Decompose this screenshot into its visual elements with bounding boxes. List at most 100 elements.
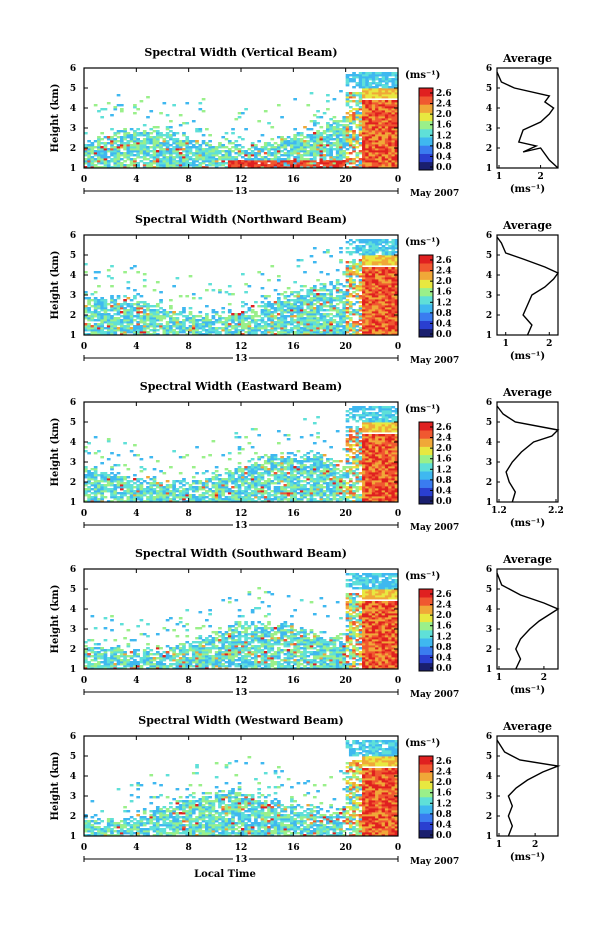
heatmap-cell	[120, 152, 124, 154]
heatmap-cell	[323, 313, 327, 315]
heatmap-cell	[146, 476, 150, 478]
heatmap-cell	[149, 329, 153, 331]
heatmap-cell	[254, 428, 258, 430]
average-y-tick-label: 3	[486, 291, 492, 301]
heatmap-cell	[234, 432, 238, 434]
heatmap-cell	[140, 470, 144, 472]
heatmap-cell	[270, 490, 274, 492]
heatmap-cell	[352, 303, 356, 305]
heatmap-cell	[297, 498, 301, 500]
heatmap-cell	[274, 462, 278, 464]
heatmap-cell	[359, 239, 363, 241]
heatmap-cell	[320, 484, 324, 486]
heatmap-cell	[287, 140, 291, 142]
heatmap-cell	[107, 148, 111, 150]
heatmap-cell	[248, 442, 252, 444]
colorbar-tick-label: 2.6	[436, 89, 452, 99]
heatmap-cell	[303, 458, 307, 460]
heatmap-cell	[97, 110, 101, 112]
heatmap-cell	[355, 164, 359, 166]
heatmap-cell	[198, 315, 202, 317]
heatmap-cell	[352, 309, 356, 311]
heatmap-cell	[172, 132, 176, 134]
heatmap-cell	[182, 132, 186, 134]
heatmap-cell	[136, 138, 140, 140]
heatmap-cell	[169, 311, 173, 313]
heatmap-cell	[264, 496, 268, 498]
colorbar-tick-label: 2.4	[436, 267, 452, 277]
heatmap-cell	[313, 422, 317, 424]
heatmap-cell	[241, 490, 245, 492]
heatmap-cell	[277, 156, 281, 158]
heatmap-cell	[182, 484, 186, 486]
heatmap-cell	[349, 100, 353, 102]
heatmap-cell	[120, 311, 124, 313]
heatmap-cell	[182, 478, 186, 480]
heatmap-cell	[329, 498, 333, 500]
heatmap-cell	[110, 476, 114, 478]
heatmap-cell	[179, 486, 183, 488]
heatmap-cell	[133, 289, 137, 291]
colorbar-swatch	[419, 255, 433, 264]
heatmap-cell	[355, 293, 359, 295]
heatmap-cell	[133, 325, 137, 327]
heatmap-cell	[333, 297, 337, 299]
heatmap-cell	[372, 86, 376, 88]
heatmap-cell	[153, 305, 157, 307]
heatmap-cell	[326, 458, 330, 460]
heatmap-cell	[323, 490, 327, 492]
heatmap-cell	[290, 160, 294, 162]
heatmap-cell	[349, 293, 353, 295]
heatmap-cell	[130, 327, 134, 329]
heatmap-cell	[110, 277, 114, 279]
heatmap-cell	[365, 100, 369, 102]
heatmap-cell	[313, 293, 317, 295]
heatmap-cell	[228, 140, 232, 142]
heatmap-cell	[254, 452, 258, 454]
heatmap-cell	[277, 293, 281, 295]
x-tick-label: 20	[339, 342, 352, 352]
heatmap-cell	[303, 126, 307, 128]
heatmap-cell	[94, 104, 98, 106]
heatmap-cell	[189, 494, 193, 496]
heatmap-cell	[251, 498, 255, 500]
heatmap-cell	[355, 263, 359, 265]
average-y-tick-label: 6	[486, 231, 492, 241]
heatmap-cell	[375, 82, 379, 84]
colorbar-swatch	[419, 296, 433, 305]
heatmap-cell	[359, 138, 363, 140]
heatmap-cell	[156, 281, 160, 283]
heatmap-cell	[388, 241, 392, 243]
heatmap-cell	[352, 92, 356, 94]
heatmap-cell	[241, 301, 245, 303]
heatmap-cell	[127, 287, 131, 289]
heatmap-cell	[163, 309, 167, 311]
heatmap-cell	[87, 140, 91, 142]
heatmap-cell	[100, 138, 104, 140]
heatmap-cell	[179, 472, 183, 474]
heatmap-cell	[362, 245, 366, 247]
average-y-tick-label: 4	[486, 271, 492, 281]
heatmap-cell	[117, 136, 121, 138]
heatmap-cell	[362, 72, 366, 74]
heatmap-cell	[382, 239, 386, 241]
heatmap-cell	[234, 313, 238, 315]
heatmap-cell	[388, 86, 392, 88]
heatmap-cell	[107, 275, 111, 277]
heatmap-cell	[110, 285, 114, 287]
heatmap-cell	[169, 490, 173, 492]
heatmap-cell	[117, 492, 121, 494]
heatmap-cell	[130, 128, 134, 130]
heatmap-cell	[277, 430, 281, 432]
heatmap-cell	[104, 108, 108, 110]
heatmap-cell	[228, 329, 232, 331]
heatmap-cell	[274, 321, 278, 323]
heatmap-cell	[385, 100, 389, 102]
heatmap-cell	[169, 126, 173, 128]
heatmap-cell	[316, 452, 320, 454]
heatmap-cell	[241, 496, 245, 498]
heatmap-cell	[300, 132, 304, 134]
heatmap-cell	[205, 289, 209, 291]
heatmap-cell	[153, 496, 157, 498]
heatmap-cell	[97, 323, 101, 325]
